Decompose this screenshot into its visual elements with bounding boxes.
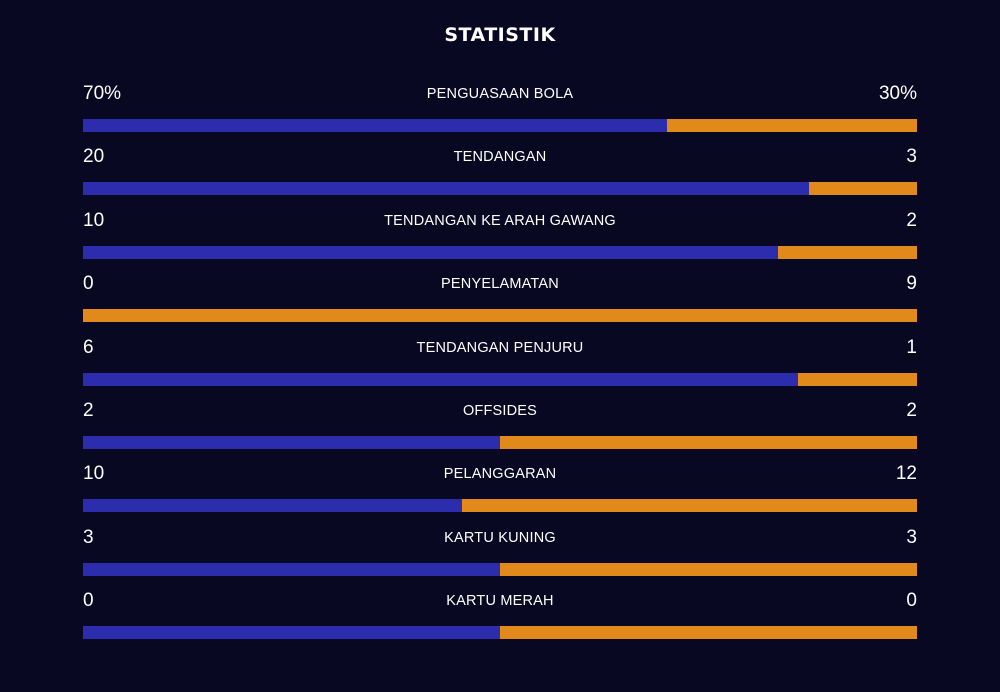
home-value: 3 bbox=[83, 526, 94, 548]
stat-label: OFFSIDES bbox=[462, 402, 538, 419]
stat-row-red-cards: 0 KARTU MERAH 0 bbox=[83, 587, 917, 650]
away-bar-fill bbox=[500, 435, 917, 449]
home-bar-fill bbox=[83, 499, 463, 513]
away-bar-fill bbox=[83, 309, 917, 323]
away-bar-fill bbox=[462, 499, 917, 513]
comparison-bar bbox=[83, 562, 917, 576]
stat-row-possession: 70% PENGUASAAN BOLA 30% bbox=[83, 80, 917, 143]
away-bar-fill bbox=[500, 626, 917, 640]
comparison-bar bbox=[83, 372, 917, 386]
stat-label: TENDANGAN PENJURU bbox=[416, 339, 584, 356]
stats-list: 70% PENGUASAAN BOLA 30% 20 TENDANGAN 3 1… bbox=[83, 80, 917, 651]
stat-label: TENDANGAN bbox=[453, 149, 547, 166]
page-title: STATISTIK bbox=[444, 24, 556, 46]
comparison-bar bbox=[83, 182, 917, 196]
comparison-bar bbox=[83, 626, 917, 640]
home-value: 10 bbox=[83, 209, 105, 231]
home-value: 6 bbox=[83, 336, 94, 358]
away-bar-fill bbox=[808, 182, 917, 196]
stat-row-saves: 0 PENYELAMATAN 9 bbox=[83, 270, 917, 333]
home-bar-fill bbox=[83, 626, 500, 640]
stat-label: PENYELAMATAN bbox=[441, 276, 559, 293]
comparison-bar bbox=[83, 119, 917, 132]
home-bar-fill bbox=[83, 372, 798, 386]
away-bar-fill bbox=[777, 245, 917, 259]
stat-row-corners: 6 TENDANGAN PENJURU 1 bbox=[83, 334, 917, 397]
away-value: 0 bbox=[906, 590, 917, 612]
comparison-bar bbox=[83, 309, 917, 323]
away-bar-fill bbox=[500, 562, 917, 576]
stat-label: PELANGGARAN bbox=[443, 466, 557, 483]
away-value: 30% bbox=[878, 83, 917, 104]
stat-row-fouls: 10 PELANGGARAN 12 bbox=[83, 460, 917, 523]
away-bar-fill bbox=[666, 119, 917, 132]
stat-row-yellow-cards: 3 KARTU KUNING 3 bbox=[83, 524, 917, 587]
home-value: 10 bbox=[83, 463, 105, 485]
away-value: 3 bbox=[906, 526, 917, 548]
away-value: 2 bbox=[906, 399, 917, 421]
stat-label: KARTU MERAH bbox=[446, 593, 554, 610]
stat-row-shots: 20 TENDANGAN 3 bbox=[83, 143, 917, 206]
home-value: 20 bbox=[83, 146, 105, 168]
home-bar-fill bbox=[83, 182, 809, 196]
home-bar-fill bbox=[83, 119, 667, 132]
home-value: 0 bbox=[83, 273, 94, 295]
away-bar-fill bbox=[797, 372, 917, 386]
comparison-bar bbox=[83, 245, 917, 259]
home-bar-fill bbox=[83, 435, 500, 449]
home-value: 70% bbox=[83, 83, 122, 104]
stat-label: TENDANGAN KE ARAH GAWANG bbox=[384, 212, 616, 229]
home-bar-fill bbox=[83, 245, 778, 259]
home-bar-fill bbox=[83, 562, 500, 576]
home-value: 2 bbox=[83, 399, 94, 421]
away-value: 9 bbox=[906, 273, 917, 295]
away-value: 1 bbox=[906, 336, 917, 358]
away-value: 3 bbox=[906, 146, 917, 168]
away-value: 12 bbox=[895, 463, 917, 485]
comparison-bar bbox=[83, 435, 917, 449]
home-value: 0 bbox=[83, 590, 94, 612]
stat-label: KARTU KUNING bbox=[444, 529, 556, 546]
stat-row-shots-on-target: 10 TENDANGAN KE ARAH GAWANG 2 bbox=[83, 207, 917, 270]
stat-label: PENGUASAAN BOLA bbox=[426, 86, 574, 102]
comparison-bar bbox=[83, 499, 917, 513]
away-value: 2 bbox=[906, 209, 917, 231]
stat-row-offsides: 2 OFFSIDES 2 bbox=[83, 397, 917, 460]
